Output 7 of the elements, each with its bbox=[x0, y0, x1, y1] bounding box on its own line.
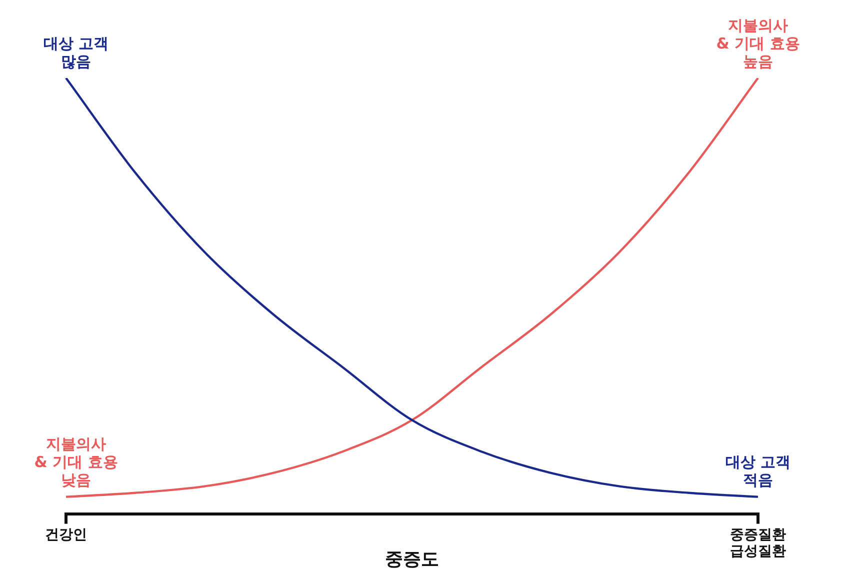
x-tick-label: 중증질환 급성질환 bbox=[730, 526, 786, 560]
annotation: 대상 고객 많음 bbox=[43, 34, 109, 70]
x-axis-title: 중증도 bbox=[385, 548, 439, 570]
annotation: 지불의사 & 기대 효용 낮음 bbox=[34, 435, 118, 490]
annotation: 지불의사 & 기대 효용 높음 bbox=[716, 16, 800, 70]
x-tick-label: 건강인 bbox=[45, 526, 87, 543]
annotation: 대상 고객 적음 bbox=[725, 453, 791, 490]
